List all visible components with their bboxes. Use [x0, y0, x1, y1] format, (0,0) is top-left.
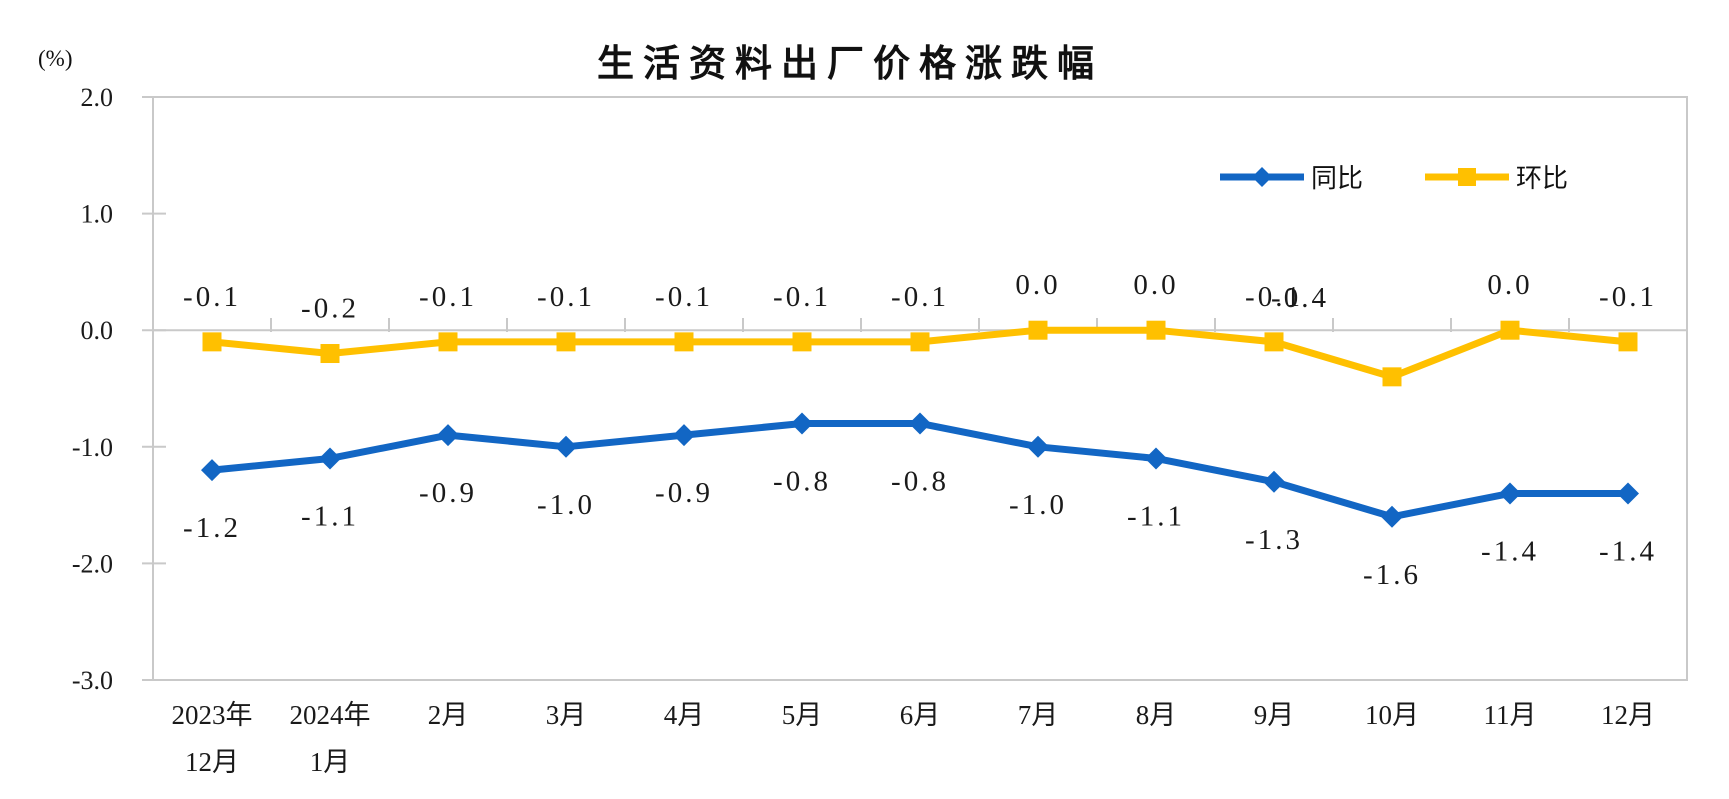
x-axis-label: 2023年: [172, 700, 253, 730]
data-label: -0.1: [1245, 281, 1303, 313]
x-axis: 2023年 12月 2024年 1月 2月 3月 4月 5月 6月 7月 8月 9月 10月 11月 12月: [172, 700, 1656, 777]
square-marker: [1028, 320, 1048, 340]
x-axis-label: 2月: [428, 700, 469, 730]
x-axis-label: 5月: [782, 700, 823, 730]
legend-line-diamond-icon: [1220, 166, 1304, 187]
data-label: -0.1: [1599, 281, 1657, 313]
data-label: -0.1: [773, 281, 831, 313]
x-axis-label: 12月: [185, 747, 239, 777]
data-label: -1.4: [1481, 535, 1539, 567]
y-axis-tick-label: -2.0: [72, 549, 113, 578]
square-marker: [320, 344, 340, 364]
y-axis-unit: (%): [38, 46, 73, 71]
data-label: -0.1: [655, 281, 713, 313]
data-labels-huanbi: -0.1 -0.2 -0.1 -0.1 -0.1 -0.1 -0.1 0.0 0.0 -0.1-0…: [183, 269, 1657, 325]
x-axis-label: 1月: [310, 747, 351, 777]
diamond-marker: [1263, 470, 1285, 493]
diamond-marker: [909, 412, 931, 435]
data-label: 0.0: [1133, 269, 1178, 301]
diamond-marker: [555, 435, 577, 458]
data-label: -0.4: [1271, 282, 1329, 314]
data-label: -1.3: [1245, 524, 1303, 556]
x-axis-label: 12月: [1601, 700, 1655, 730]
legend-item-huanbi: 环比: [1425, 158, 1568, 195]
data-label: -0.1: [183, 281, 241, 313]
x-axis-label: 2024年: [290, 700, 371, 730]
square-marker: [674, 332, 694, 352]
data-label: -0.1: [891, 281, 949, 313]
data-label: -0.8: [773, 465, 831, 497]
square-marker: [1382, 367, 1402, 387]
data-label: -1.2: [183, 512, 241, 544]
data-label: -1.4: [1599, 535, 1657, 567]
x-axis-label: 6月: [900, 700, 941, 730]
diamond-marker: [1381, 505, 1403, 528]
data-label: -0.9: [419, 477, 477, 509]
square-marker: [1618, 332, 1638, 352]
square-marker: [438, 332, 458, 352]
data-label: 0.0: [1487, 269, 1532, 301]
legend-item-tongbi: 同比: [1220, 158, 1363, 195]
y-axis-tick-label: 1.0: [81, 200, 114, 229]
y-axis-tick-label: -1.0: [72, 433, 113, 462]
x-axis-label: 4月: [664, 700, 705, 730]
square-marker: [1264, 332, 1284, 352]
diamond-marker: [201, 459, 223, 482]
y-axis: 2.0 1.0 0.0 -1.0 -2.0 -3.0: [72, 83, 166, 695]
y-axis-tick-label: -3.0: [72, 666, 113, 695]
diamond-marker: [319, 447, 341, 470]
legend: 同比 环比: [1220, 158, 1568, 195]
square-marker: [910, 332, 930, 352]
data-label: -0.9: [655, 477, 713, 509]
chart-title: 生活资料出厂价格涨跌幅: [597, 43, 1103, 84]
legend-line-square-icon: [1425, 167, 1510, 186]
data-label: -1.0: [1009, 489, 1067, 521]
data-label: -1.0: [537, 489, 595, 521]
diamond-marker: [1617, 482, 1639, 505]
data-label: -1.1: [301, 500, 359, 532]
diamond-marker: [1145, 447, 1167, 470]
x-axis-label: 10月: [1365, 700, 1419, 730]
data-label: -0.1: [537, 281, 595, 313]
x-axis-label: 8月: [1136, 700, 1177, 730]
data-label: -1.6: [1363, 559, 1421, 591]
diamond-marker: [437, 424, 459, 447]
y-axis-tick-label: 2.0: [81, 83, 114, 112]
x-axis-label: 11月: [1484, 700, 1537, 730]
square-marker: [792, 332, 812, 352]
data-label: 0.0: [1015, 269, 1060, 301]
zero-axis: [153, 318, 1687, 332]
data-labels-tongbi: -1.2 -1.1 -0.9 -1.0 -0.9 -0.8 -0.8 -1.0 -1.1 -1.3…: [183, 465, 1657, 591]
plot-border: [152, 96, 1688, 681]
legend-label-tongbi: 同比: [1311, 163, 1364, 193]
square-marker: [1146, 320, 1166, 340]
diamond-marker: [1027, 435, 1049, 458]
diamond-marker: [1499, 482, 1521, 505]
legend-label-huanbi: 环比: [1516, 163, 1569, 193]
square-marker: [556, 332, 576, 352]
square-marker: [1500, 320, 1520, 340]
x-axis-label: 7月: [1018, 700, 1059, 730]
data-label: -0.1: [419, 281, 477, 313]
y-axis-tick-label: 0.0: [81, 316, 114, 345]
diamond-marker: [673, 424, 695, 447]
diamond-marker: [791, 412, 813, 435]
square-marker: [202, 332, 222, 352]
data-label: -0.8: [891, 465, 949, 497]
series-huanbi: [202, 320, 1638, 387]
x-axis-label: 9月: [1254, 700, 1295, 730]
data-label: -1.1: [1127, 500, 1185, 532]
series-tongbi: [201, 412, 1639, 528]
data-label: -0.2: [301, 293, 359, 325]
x-axis-label: 3月: [546, 700, 587, 730]
